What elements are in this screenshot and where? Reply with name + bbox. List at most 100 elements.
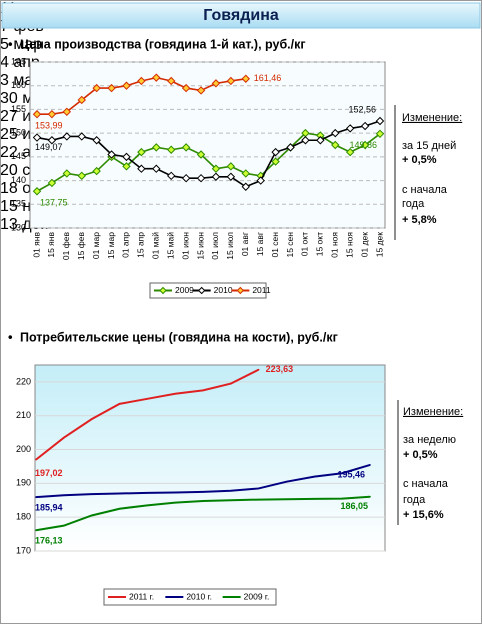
data-label: 176,13	[35, 536, 63, 546]
data-point	[226, 172, 236, 181]
data-point	[152, 164, 161, 173]
x-tick-label: 15 мар	[106, 232, 116, 259]
x-tick-label: 15 ноя	[344, 232, 354, 258]
data-point	[63, 436, 65, 439]
x-tick-label: 01 июн	[180, 232, 190, 260]
legend-label: 2009	[175, 285, 194, 295]
legend-label: 2011 г.	[129, 591, 154, 601]
legend-marker	[236, 286, 245, 295]
header-bar	[1, 2, 481, 29]
data-point	[331, 128, 340, 138]
x-tick-label: 01 фев	[61, 232, 71, 261]
data-label: 153,99	[35, 121, 63, 131]
data-point	[174, 491, 176, 494]
data-point	[369, 495, 371, 498]
data-label: 197,02	[35, 468, 63, 478]
data-point	[118, 492, 121, 495]
bullet: •	[8, 329, 13, 344]
data-point	[174, 501, 176, 504]
data-point	[47, 136, 57, 145]
legend-marker	[159, 286, 167, 295]
data-point	[241, 74, 250, 83]
data-point	[63, 524, 65, 527]
data-point	[230, 382, 232, 385]
x-tick-label: 15 апр	[136, 232, 146, 258]
data-point	[174, 392, 176, 395]
x-tick-label: 15 май	[165, 232, 175, 259]
x-tick-label: 01 окт	[300, 232, 310, 256]
side-note: Изменение:	[403, 406, 463, 418]
y-tick-label: 155	[11, 104, 26, 114]
legend-label: 2011	[252, 285, 271, 295]
data-point	[230, 499, 232, 502]
legend-marker	[197, 286, 206, 295]
data-point	[32, 133, 42, 142]
y-tick-label: 190	[16, 478, 31, 488]
data-point	[167, 171, 176, 181]
side-note: года	[403, 494, 426, 506]
data-label: 195,46	[337, 469, 365, 479]
data-point	[196, 173, 206, 183]
data-point	[63, 494, 65, 497]
data-point	[137, 164, 146, 173]
data-point	[47, 109, 57, 119]
data-point	[202, 500, 204, 502]
x-tick-label: 15 фев	[76, 232, 86, 261]
data-point	[301, 136, 310, 145]
data-point	[285, 498, 288, 501]
side-note: года	[402, 198, 425, 210]
data-point	[181, 143, 191, 152]
data-point	[241, 182, 250, 191]
data-point	[211, 79, 221, 88]
data-point	[62, 107, 72, 117]
plot-area	[29, 61, 386, 229]
data-label: 185,94	[35, 502, 63, 512]
data-point	[146, 504, 149, 507]
data-point	[92, 166, 101, 176]
data-point	[107, 83, 116, 93]
data-label: 137,75	[40, 198, 68, 208]
data-point	[271, 147, 280, 157]
y-tick-label: 210	[16, 410, 31, 420]
data-point	[90, 493, 93, 495]
data-point	[375, 116, 385, 126]
data-point	[122, 162, 131, 171]
data-point	[313, 475, 316, 478]
data-point	[152, 73, 161, 82]
bullet: •	[8, 36, 13, 51]
data-point	[256, 176, 265, 185]
chart-title: Цена производства (говядина 1-й кат.), р…	[20, 37, 306, 51]
x-tick-label: 01 июл	[210, 232, 220, 260]
x-tick-label: 15 июл	[225, 232, 235, 260]
data-point	[360, 140, 370, 150]
data-point	[35, 529, 37, 532]
y-tick-label: 150	[11, 128, 26, 138]
x-tick-label: 15 сен	[285, 232, 295, 258]
data-point	[257, 368, 260, 371]
data-point	[360, 121, 370, 131]
data-point	[137, 147, 146, 157]
data-point	[77, 95, 86, 105]
data-point	[341, 472, 343, 475]
data-point	[226, 162, 236, 171]
data-point	[107, 150, 116, 159]
data-point	[241, 169, 250, 178]
data-point	[62, 169, 72, 178]
data-point	[118, 403, 121, 405]
data-label: 149,86	[349, 140, 377, 150]
header-title: Говядина	[203, 7, 279, 24]
side-note: за 15 дней	[402, 140, 456, 152]
y-tick-label: 180	[16, 512, 31, 522]
data-point	[202, 389, 204, 392]
data-point	[90, 514, 93, 517]
data-point	[92, 136, 101, 145]
y-tick-label: 220	[16, 376, 31, 386]
x-tick-label: 01 янв	[31, 232, 41, 258]
data-label: 186,05	[340, 501, 368, 511]
data-point	[32, 187, 42, 196]
data-point	[257, 498, 260, 501]
x-tick-label: 15 авг	[255, 232, 265, 256]
data-point	[181, 173, 191, 183]
